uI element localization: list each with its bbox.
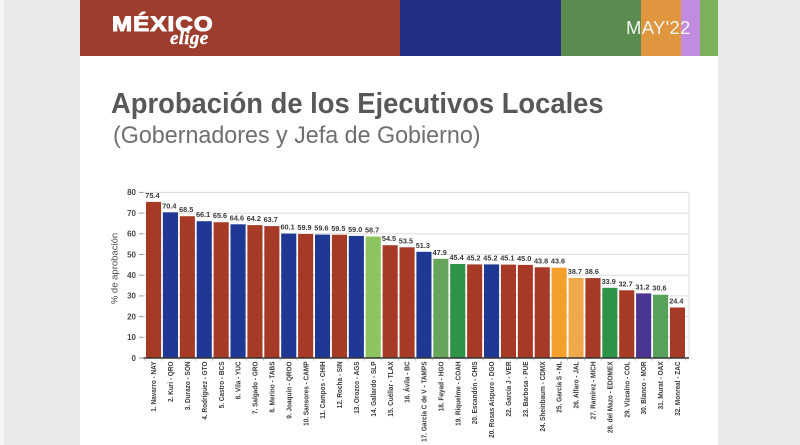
svg-text:38.6: 38.6 — [585, 267, 599, 276]
svg-text:18. Fayad - HGO: 18. Fayad - HGO — [438, 361, 445, 411]
svg-text:10. Sansores - CAMP: 10. Sansores - CAMP — [303, 361, 310, 426]
svg-text:53.5: 53.5 — [399, 236, 413, 245]
svg-text:45.1: 45.1 — [500, 254, 514, 263]
svg-text:59.5: 59.5 — [331, 224, 345, 233]
svg-text:40: 40 — [127, 271, 136, 280]
svg-text:12. Rocha - SIN: 12. Rocha - SIN — [337, 362, 344, 409]
svg-text:43.8: 43.8 — [534, 256, 548, 265]
svg-text:22. García J - VER: 22. García J - VER — [506, 362, 513, 417]
svg-text:43.6: 43.6 — [551, 257, 565, 266]
svg-text:24.4: 24.4 — [669, 297, 684, 306]
svg-text:51.3: 51.3 — [416, 241, 430, 250]
svg-text:27. Ramírez - MICH: 27. Ramírez - MICH — [591, 362, 598, 420]
svg-text:30.6: 30.6 — [652, 284, 666, 293]
svg-text:9. Joaquín - QROO: 9. Joaquín - QROO — [286, 361, 293, 419]
svg-text:59.6: 59.6 — [314, 224, 328, 233]
svg-text:45.2: 45.2 — [483, 253, 497, 262]
svg-text:66.1: 66.1 — [196, 210, 210, 219]
svg-text:7. Salgado - GRO: 7. Salgado - GRO — [253, 361, 260, 414]
svg-text:58.7: 58.7 — [365, 226, 379, 235]
svg-text:5. Castro - BCS: 5. Castro - BCS — [219, 361, 226, 408]
svg-text:1. Navarro - NAY: 1. Navarro - NAY — [151, 361, 158, 411]
svg-text:45.4: 45.4 — [450, 253, 465, 262]
svg-text:54.5: 54.5 — [382, 234, 396, 243]
svg-text:10: 10 — [127, 333, 136, 342]
svg-text:13. Orozco - AGS: 13. Orozco - AGS — [354, 361, 361, 414]
svg-text:60: 60 — [127, 230, 136, 239]
svg-text:75.4: 75.4 — [145, 191, 160, 200]
svg-text:45.2: 45.2 — [466, 253, 480, 262]
svg-text:23. Barbosa - PUE: 23. Barbosa - PUE — [523, 361, 530, 417]
svg-text:8. Merino - TABS: 8. Merino - TABS — [269, 361, 276, 412]
svg-text:15. Cuéllar - TLAX: 15. Cuéllar - TLAX — [388, 361, 395, 416]
svg-text:70: 70 — [127, 209, 136, 218]
svg-text:3. Durazo - SON: 3. Durazo - SON — [185, 362, 192, 411]
svg-text:50: 50 — [127, 250, 136, 259]
svg-text:65.6: 65.6 — [213, 211, 227, 220]
svg-text:64.6: 64.6 — [230, 213, 244, 222]
svg-text:30. Blanco - MOR: 30. Blanco - MOR — [641, 362, 648, 415]
svg-text:31. Murat - OAX: 31. Murat - OAX — [658, 361, 665, 409]
svg-text:29. Vizcaíno - COL: 29. Vizcaíno - COL — [624, 361, 631, 418]
svg-text:% de aprobación: % de aprobación — [109, 233, 120, 304]
svg-text:20. Rosas Aispuro - DGO: 20. Rosas Aispuro - DGO — [489, 361, 496, 438]
svg-text:30: 30 — [127, 292, 136, 301]
svg-text:59.9: 59.9 — [297, 223, 311, 232]
svg-text:16. Ávila - BC: 16. Ávila - BC — [403, 362, 412, 403]
svg-text:17. García C de V - TAMPS: 17. García C de V - TAMPS — [422, 361, 429, 442]
svg-text:24. Sheinbaum - CDMX: 24. Sheinbaum - CDMX — [540, 361, 547, 431]
svg-text:25. García S - NL: 25. García S - NL — [557, 361, 564, 413]
svg-text:0: 0 — [132, 354, 137, 363]
svg-text:60.1: 60.1 — [281, 223, 295, 232]
svg-text:20: 20 — [127, 312, 136, 321]
svg-text:2. Kuri - QRO: 2. Kuri - QRO — [168, 361, 175, 402]
svg-text:6. Vila - YUC: 6. Vila - YUC — [236, 362, 243, 400]
svg-text:19. Riquelme - COAH: 19. Riquelme - COAH — [455, 362, 462, 426]
svg-text:63.7: 63.7 — [264, 215, 278, 224]
svg-text:45.0: 45.0 — [517, 254, 531, 263]
svg-text:28. del Mazo - EDOMEX: 28. del Mazo - EDOMEX — [607, 361, 614, 433]
svg-text:70.4: 70.4 — [162, 201, 177, 210]
svg-text:47.9: 47.9 — [433, 248, 447, 257]
svg-text:33.9: 33.9 — [602, 277, 616, 286]
svg-text:80: 80 — [127, 188, 136, 197]
svg-text:59.0: 59.0 — [348, 225, 362, 234]
svg-text:31.2: 31.2 — [635, 282, 649, 291]
svg-text:32. Monreal - ZAC: 32. Monreal - ZAC — [675, 362, 682, 416]
svg-text:26. Alfaro - JAL: 26. Alfaro - JAL — [574, 361, 581, 409]
svg-text:4. Rodríguez - GTO: 4. Rodríguez - GTO — [202, 361, 209, 420]
svg-text:38.7: 38.7 — [568, 267, 582, 276]
svg-text:68.5: 68.5 — [179, 205, 193, 214]
svg-text:32.7: 32.7 — [619, 279, 633, 288]
svg-text:11. Campos - CHIH: 11. Campos - CHIH — [320, 362, 327, 419]
svg-text:14. Gallardo - SLP: 14. Gallardo - SLP — [371, 361, 378, 416]
svg-text:20. Escandón - CHIS: 20. Escandón - CHIS — [472, 361, 479, 424]
svg-text:64.2: 64.2 — [247, 214, 261, 223]
